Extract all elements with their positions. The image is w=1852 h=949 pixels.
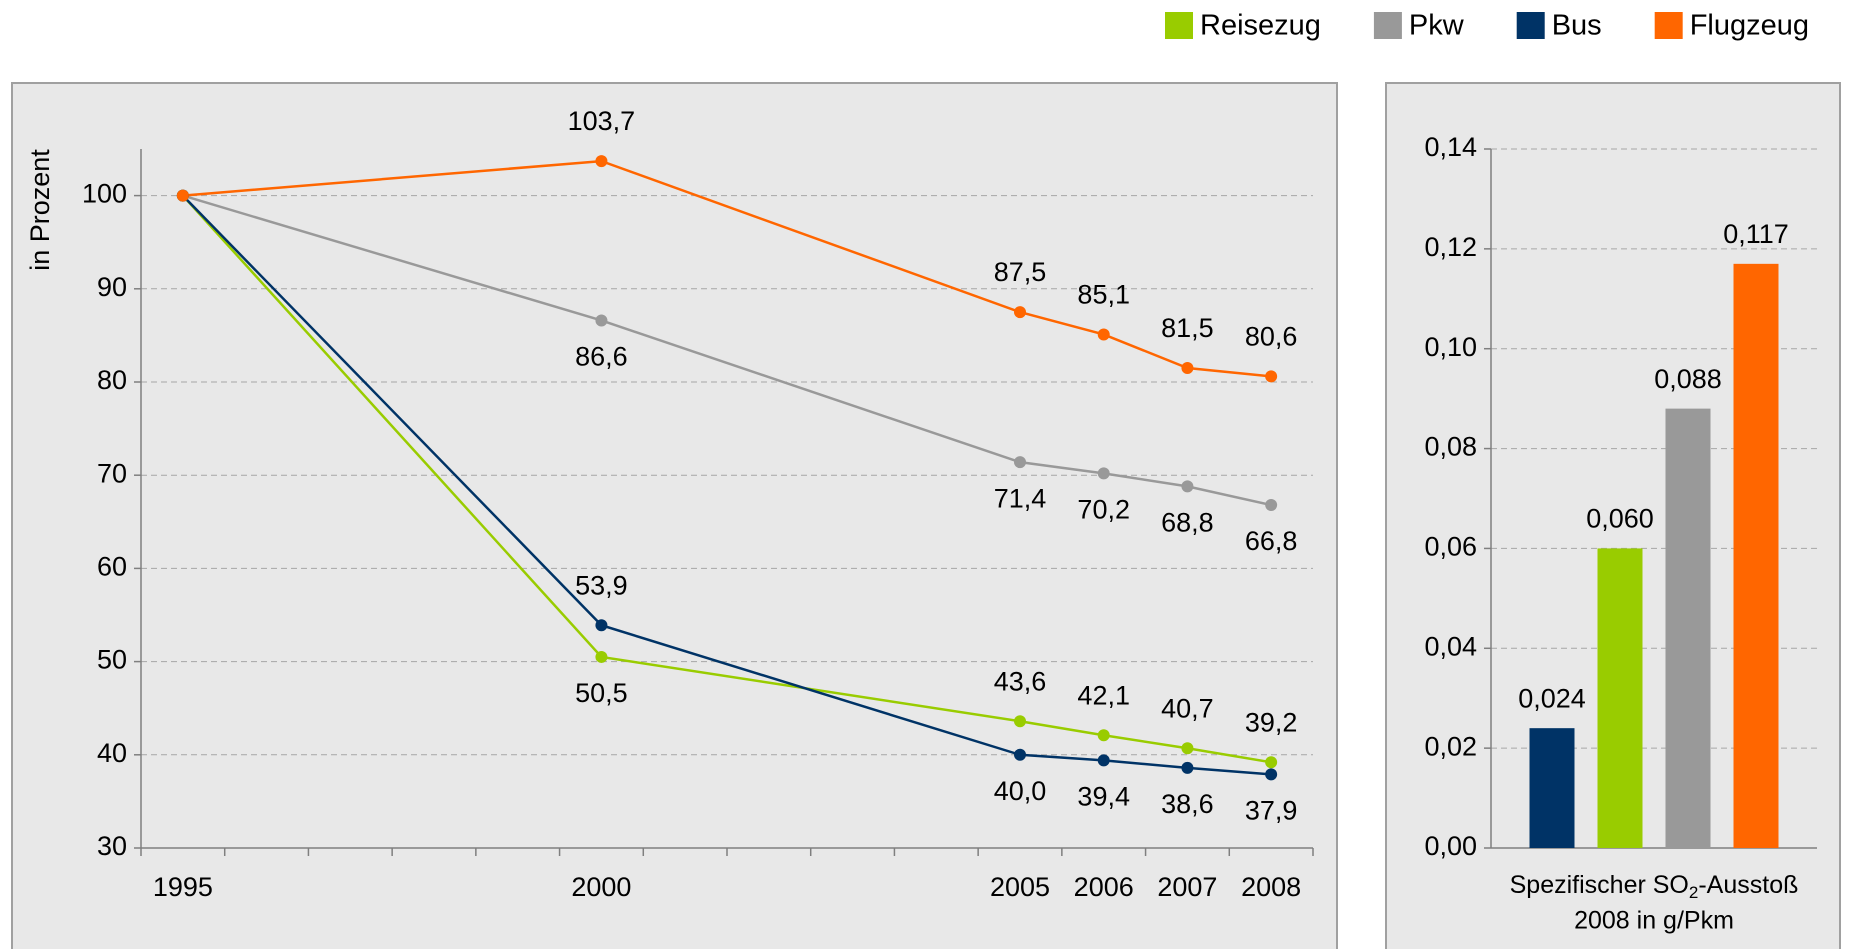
- x-axis-label: 2008 in g/Pkm: [1574, 907, 1734, 935]
- data-label: 40,0: [994, 776, 1047, 806]
- data-label: 70,2: [1077, 494, 1130, 524]
- legend-label: Flugzeug: [1690, 10, 1809, 42]
- data-label: 43,6: [994, 666, 1047, 696]
- point: [1097, 328, 1110, 341]
- y-tick-label: 0,00: [1424, 831, 1477, 861]
- y-tick-label: 90: [97, 272, 127, 302]
- legend-swatch: [1165, 12, 1193, 39]
- point: [1014, 306, 1026, 319]
- data-label: 85,1: [1077, 280, 1130, 310]
- data-label: 40,7: [1161, 693, 1214, 723]
- point: [1181, 742, 1194, 755]
- point: [1097, 467, 1110, 480]
- point: [1097, 754, 1110, 767]
- legend-label: Reisezug: [1200, 10, 1321, 42]
- data-label: 0,060: [1586, 504, 1654, 534]
- legend-swatch: [1654, 12, 1683, 39]
- data-label: 103,7: [568, 106, 636, 136]
- y-tick-label: 0,12: [1424, 232, 1477, 262]
- point: [1265, 756, 1278, 769]
- line: [182, 194, 1272, 507]
- point: [1014, 456, 1026, 469]
- line: [182, 159, 1272, 378]
- point: [595, 650, 608, 663]
- data-label: 37,9: [1245, 795, 1298, 825]
- x-axis-label: Spezifischer SO2-Ausstoß: [1510, 871, 1799, 903]
- y-tick-label: 0,04: [1424, 631, 1477, 661]
- point: [595, 155, 608, 168]
- y-tick-label: 30: [97, 831, 127, 861]
- legend-swatch: [1373, 12, 1402, 39]
- data-label: 39,4: [1077, 782, 1130, 812]
- y-tick-label: 0,08: [1424, 432, 1477, 462]
- point: [1265, 768, 1278, 781]
- point: [1181, 480, 1194, 493]
- legend-label: Pkw: [1409, 10, 1465, 42]
- data-label: 0,117: [1723, 219, 1789, 249]
- y-tick-label: 0,02: [1424, 731, 1477, 761]
- point: [1181, 362, 1194, 375]
- data-label: 71,4: [994, 483, 1047, 513]
- point: [1265, 370, 1278, 383]
- x-tick-label: 2008: [1241, 872, 1301, 902]
- data-label: 81,5: [1161, 313, 1214, 343]
- data-label: 0,024: [1518, 683, 1586, 713]
- data-label: 53,9: [575, 570, 628, 600]
- x-tick-label: 1995: [153, 872, 213, 902]
- point: [176, 189, 189, 202]
- point: [595, 314, 608, 327]
- point: [1265, 499, 1278, 512]
- data-label: 38,6: [1161, 789, 1214, 819]
- y-tick-label: 80: [97, 365, 127, 395]
- data-label: 50,5: [575, 678, 628, 708]
- data-label: 42,1: [1077, 680, 1130, 710]
- legend-swatch: [1516, 12, 1545, 39]
- y-tick-label: 0,14: [1424, 132, 1477, 162]
- point: [1097, 729, 1110, 742]
- y-tick-label: 50: [97, 645, 127, 675]
- line: [181, 194, 1272, 776]
- legend-label: Bus: [1552, 10, 1602, 42]
- point: [1181, 761, 1194, 774]
- x-tick-label: 2007: [1157, 872, 1217, 902]
- x-tick-label: 2005: [990, 872, 1050, 902]
- y-tick-label: 60: [97, 552, 127, 582]
- x-tick-label: 2006: [1074, 872, 1134, 902]
- data-label: 87,5: [994, 257, 1047, 287]
- data-label: 86,6: [575, 342, 628, 372]
- y-tick-label: 0,10: [1424, 332, 1477, 362]
- bar: [1597, 548, 1643, 848]
- data-label: 68,8: [1161, 508, 1214, 538]
- line-panel: [11, 82, 1338, 949]
- point: [595, 619, 608, 632]
- y-axis-label: in Prozent: [25, 149, 55, 271]
- y-tick-label: 40: [97, 738, 127, 768]
- bar: [1733, 263, 1779, 849]
- bar: [1665, 408, 1711, 848]
- data-label: 80,6: [1245, 322, 1298, 352]
- y-tick-label: 70: [97, 458, 127, 488]
- point: [1014, 748, 1026, 761]
- x-tick-label: 2000: [571, 872, 631, 902]
- data-label: 0,088: [1654, 364, 1722, 394]
- line: [181, 194, 1272, 764]
- data-label: 66,8: [1245, 526, 1298, 556]
- y-tick-label: 100: [82, 179, 127, 209]
- data-label: 39,2: [1245, 707, 1298, 737]
- y-tick-label: 0,06: [1424, 532, 1477, 562]
- bar: [1529, 728, 1575, 848]
- point: [1014, 715, 1026, 728]
